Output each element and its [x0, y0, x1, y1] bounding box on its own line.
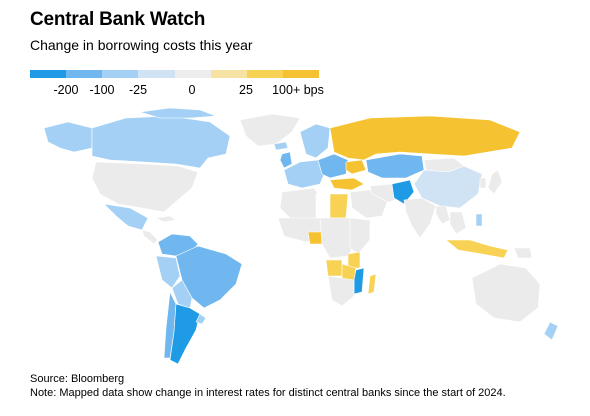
- region-nigeria: [307, 231, 323, 245]
- region-iceland: [273, 141, 289, 151]
- region-eastern-europe: [317, 153, 349, 179]
- region-argentina: [169, 303, 201, 365]
- source-note: Source: Bloomberg: [30, 373, 125, 385]
- region-turkey: [329, 177, 365, 191]
- region-new-zealand: [543, 321, 559, 341]
- chart-subtitle: Change in borrowing costs this year: [30, 37, 253, 53]
- region-canada-islands: [139, 108, 217, 119]
- region-east-africa: [349, 217, 371, 255]
- region-libya: [315, 191, 331, 219]
- legend-label-minus100: -100: [89, 83, 115, 97]
- legend-bin-3: [102, 70, 139, 78]
- legend-label-zero: 0: [188, 83, 196, 97]
- legend-bin-4: [138, 70, 175, 78]
- region-united-states: [91, 161, 199, 213]
- region-kenya: [347, 251, 361, 269]
- region-bolivia-paraguay: [171, 279, 193, 309]
- region-myanmar: [435, 205, 451, 225]
- region-greenland: [239, 113, 301, 147]
- region-angola: [325, 259, 343, 277]
- legend-bin-7: [246, 70, 283, 78]
- legend-label-100plus: 100+ bps: [272, 83, 324, 97]
- region-china: [413, 165, 483, 209]
- region-peru: [155, 255, 181, 289]
- region-philippines: [475, 213, 483, 227]
- region-euro-area: [283, 159, 327, 189]
- color-legend: -200 -100 -25 0 25 100+ bps: [30, 70, 330, 100]
- region-indonesia: [445, 239, 509, 259]
- region-scandinavia: [299, 123, 331, 159]
- legend-bin-5: [174, 70, 211, 78]
- region-egypt: [329, 193, 349, 219]
- region-kazakhstan: [365, 153, 425, 179]
- region-japan: [487, 169, 503, 195]
- legend-color-bar: [30, 70, 319, 78]
- legend-bin-6: [210, 70, 247, 78]
- legend-label-minus200: -200: [53, 83, 79, 97]
- legend-bin-2: [66, 70, 103, 78]
- region-southeast-asia: [449, 211, 467, 235]
- world-choropleth-map: [43, 108, 559, 365]
- region-uruguay: [195, 313, 207, 325]
- region-madagascar: [367, 273, 377, 295]
- legend-label-25: 25: [239, 83, 253, 97]
- region-mozambique: [353, 267, 365, 295]
- region-korea: [479, 177, 487, 189]
- region-australia: [471, 263, 541, 323]
- region-russia: [329, 115, 521, 161]
- methodology-note: Note: Mapped data show change in interes…: [30, 387, 506, 399]
- region-ukraine: [345, 159, 367, 175]
- chart-title: Central Bank Watch: [30, 9, 206, 30]
- region-canada: [91, 115, 231, 169]
- region-united-kingdom: [279, 151, 293, 169]
- legend-labels: -200 -100 -25 0 25 100+ bps: [30, 83, 330, 99]
- region-caribbean: [155, 215, 177, 223]
- region-india: [403, 197, 437, 239]
- region-papua: [513, 247, 533, 259]
- region-central-america: [141, 229, 159, 245]
- legend-label-minus25: -25: [128, 83, 148, 97]
- legend-bin-8: [282, 70, 319, 78]
- region-southern-africa: [327, 275, 355, 307]
- legend-bin-1: [30, 70, 67, 78]
- region-alaska: [43, 121, 93, 153]
- region-pakistan: [391, 179, 415, 205]
